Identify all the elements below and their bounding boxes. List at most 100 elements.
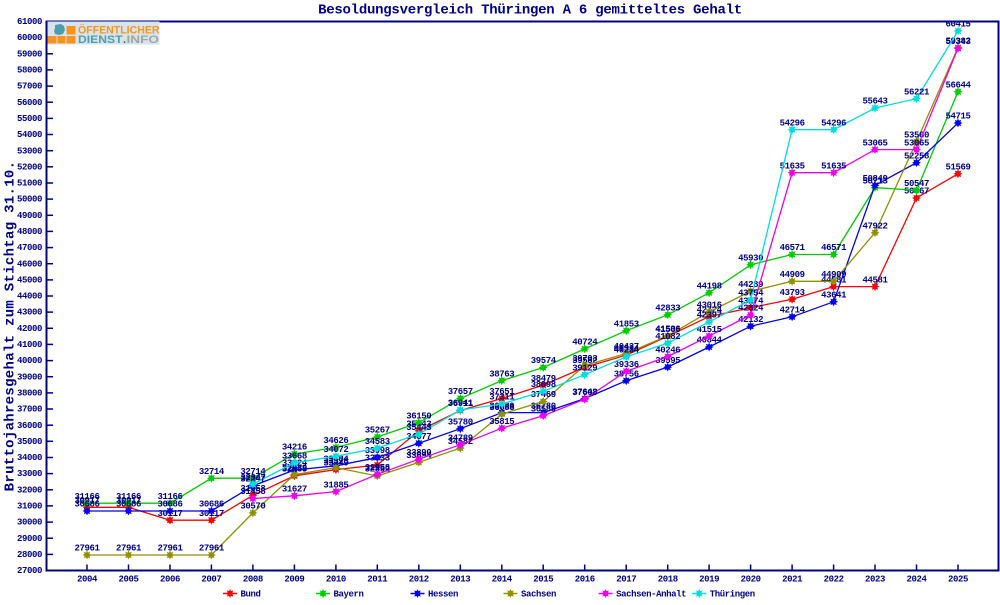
svg-text:60000: 60000 <box>17 33 42 43</box>
svg-text:31166: 31166 <box>157 492 182 502</box>
svg-text:31166: 31166 <box>116 492 141 502</box>
svg-text:27961: 27961 <box>199 544 225 554</box>
svg-text:32958: 32958 <box>365 463 390 473</box>
svg-text:46571: 46571 <box>780 243 806 253</box>
svg-text:52258: 52258 <box>904 151 929 161</box>
svg-text:36780: 36780 <box>531 401 556 411</box>
svg-text:44198: 44198 <box>697 282 722 292</box>
svg-text:INFO: INFO <box>127 34 160 46</box>
svg-text:53065: 53065 <box>862 138 887 148</box>
svg-text:46000: 46000 <box>17 259 42 269</box>
svg-text:38763: 38763 <box>489 369 514 379</box>
svg-text:Bund: Bund <box>241 590 261 600</box>
svg-text:53065: 53065 <box>904 138 929 148</box>
svg-text:51635: 51635 <box>780 161 805 171</box>
svg-text:42833: 42833 <box>655 304 680 314</box>
svg-text:57000: 57000 <box>17 82 42 92</box>
svg-text:Thüringen: Thüringen <box>710 590 755 600</box>
svg-text:2025: 2025 <box>948 575 968 585</box>
svg-text:30000: 30000 <box>17 518 42 528</box>
svg-text:37000: 37000 <box>17 405 42 415</box>
svg-text:52000: 52000 <box>17 162 42 172</box>
svg-text:49000: 49000 <box>17 211 42 221</box>
svg-text:32714: 32714 <box>240 467 266 477</box>
svg-text:50547: 50547 <box>904 179 929 189</box>
svg-text:59000: 59000 <box>17 49 42 59</box>
svg-text:32347: 32347 <box>240 473 265 483</box>
svg-text:42714: 42714 <box>780 306 806 316</box>
svg-text:39582: 39582 <box>572 356 597 366</box>
svg-text:2011: 2011 <box>367 575 388 585</box>
svg-text:41506: 41506 <box>655 325 680 335</box>
svg-text:2015: 2015 <box>533 575 553 585</box>
svg-text:61000: 61000 <box>17 17 42 27</box>
svg-text:44581: 44581 <box>862 275 888 285</box>
svg-text:31627: 31627 <box>282 485 307 495</box>
svg-text:2017: 2017 <box>616 575 636 585</box>
svg-text:37651: 37651 <box>489 387 515 397</box>
svg-text:29000: 29000 <box>17 534 42 544</box>
svg-text:27961: 27961 <box>116 544 142 554</box>
svg-text:Bruttojahresgehalt zum Stichta: Bruttojahresgehalt zum Stichtag 31.10. <box>3 161 19 492</box>
svg-text:2024: 2024 <box>906 575 927 585</box>
svg-text:39574: 39574 <box>531 356 557 366</box>
svg-text:33668: 33668 <box>282 452 307 462</box>
svg-text:54000: 54000 <box>17 130 42 140</box>
svg-text:2014: 2014 <box>492 575 513 585</box>
svg-text:43793: 43793 <box>780 288 805 298</box>
svg-text:44289: 44289 <box>738 280 763 290</box>
svg-text:41000: 41000 <box>17 340 42 350</box>
svg-text:34072: 34072 <box>323 445 348 455</box>
svg-text:2023: 2023 <box>865 575 885 585</box>
svg-text:30686: 30686 <box>199 500 224 510</box>
svg-text:2007: 2007 <box>201 575 221 585</box>
svg-text:2016: 2016 <box>575 575 595 585</box>
svg-text:50849: 50849 <box>862 174 887 184</box>
svg-text:43000: 43000 <box>17 308 42 318</box>
svg-text:2006: 2006 <box>160 575 180 585</box>
svg-text:37643: 37643 <box>572 387 597 397</box>
svg-text:42132: 42132 <box>738 315 763 325</box>
svg-text:2010: 2010 <box>326 575 346 585</box>
svg-text:36150: 36150 <box>406 412 431 422</box>
svg-text:2018: 2018 <box>658 575 678 585</box>
svg-text:47000: 47000 <box>17 243 42 253</box>
svg-text:38098: 38098 <box>531 380 556 390</box>
svg-text:45930: 45930 <box>738 254 763 264</box>
svg-text:Bayern: Bayern <box>334 590 364 600</box>
svg-text:38000: 38000 <box>17 389 42 399</box>
svg-text:54296: 54296 <box>821 118 846 128</box>
svg-text:34216: 34216 <box>282 443 307 453</box>
svg-text:39336: 39336 <box>614 360 639 370</box>
svg-text:36589: 36589 <box>531 404 556 414</box>
svg-text:2009: 2009 <box>284 575 304 585</box>
svg-text:34626: 34626 <box>323 436 348 446</box>
svg-text:39000: 39000 <box>17 372 42 382</box>
svg-text:42397: 42397 <box>697 311 722 321</box>
svg-text:56644: 56644 <box>945 81 971 91</box>
svg-text:43641: 43641 <box>821 291 847 301</box>
svg-text:51635: 51635 <box>821 161 846 171</box>
svg-text:43016: 43016 <box>697 301 722 311</box>
svg-text:54296: 54296 <box>780 118 805 128</box>
svg-text:32852: 32852 <box>365 465 390 475</box>
svg-text:35443: 35443 <box>406 423 431 433</box>
svg-text:Hessen: Hessen <box>428 590 458 600</box>
svg-text:42000: 42000 <box>17 324 42 334</box>
svg-text:32714: 32714 <box>199 467 225 477</box>
svg-text:Sachsen: Sachsen <box>521 590 556 600</box>
svg-text:59343: 59343 <box>945 37 970 47</box>
svg-text:27961: 27961 <box>157 544 183 554</box>
svg-text:46571: 46571 <box>821 243 847 253</box>
svg-text:58000: 58000 <box>17 66 42 76</box>
svg-text:Sachsen-Anhalt: Sachsen-Anhalt <box>616 590 686 600</box>
svg-text:33890: 33890 <box>406 448 431 458</box>
svg-text:35000: 35000 <box>17 437 42 447</box>
svg-text:31166: 31166 <box>74 492 99 502</box>
svg-text:41515: 41515 <box>697 325 722 335</box>
svg-text:30686: 30686 <box>74 500 99 510</box>
svg-text:31458: 31458 <box>240 487 265 497</box>
svg-text:2021: 2021 <box>782 575 803 585</box>
svg-text:2019: 2019 <box>699 575 719 585</box>
